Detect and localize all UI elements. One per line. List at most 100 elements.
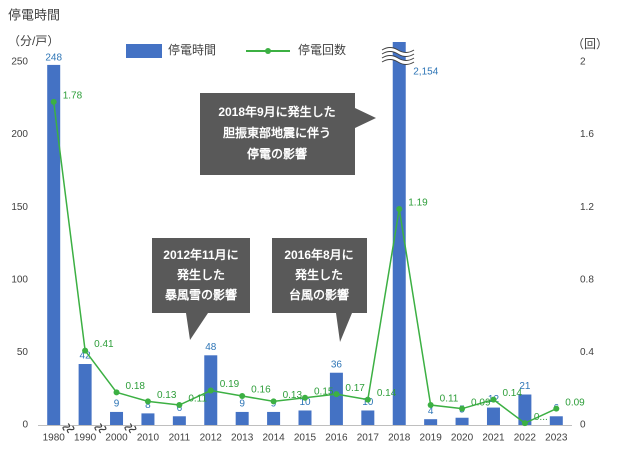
- line-value-label: 0.11: [440, 394, 459, 405]
- line-point: [459, 405, 466, 412]
- bar: [518, 394, 532, 425]
- callout: 2018年9月に発生した 胆振東部地震に伴う 停電の影響: [200, 93, 376, 175]
- annotation-line: 台風の影響: [289, 287, 349, 302]
- y-axis-title: （分/戸）: [8, 34, 59, 48]
- x-tick-label: 1990: [74, 433, 97, 444]
- annotation-line: 発生した: [176, 267, 225, 282]
- line-point: [302, 394, 308, 401]
- bar: [141, 413, 155, 425]
- overlay: 0 50 100 150 200 250 0 0.4 0.8 1.2 1.6 2 1980 1990 200…: [11, 53, 594, 444]
- annotation-line: 2018年9月に発生した: [218, 104, 335, 119]
- x-tick-label: 2018: [388, 433, 411, 444]
- x-tick-label: 2021: [482, 433, 505, 444]
- line-point: [553, 405, 560, 412]
- line-point: [521, 420, 528, 427]
- bar-value-label: 9: [114, 399, 120, 410]
- y2-tick-label: 0.8: [580, 274, 594, 285]
- annotation-line: 暴風雪の影響: [164, 287, 237, 302]
- bar-value-label: 4: [428, 406, 434, 417]
- line-value-label: 0.17: [345, 383, 365, 394]
- line-value-label: 0.18: [126, 381, 146, 392]
- line-point: [50, 98, 57, 105]
- y-tick-label: 100: [11, 274, 28, 285]
- bar: [47, 64, 61, 426]
- legend-label: 停電時間: [168, 42, 216, 57]
- line-point: [364, 396, 371, 403]
- line-value-label: 0.41: [94, 339, 114, 350]
- annotation-line: 胆振東部地震に伴う: [223, 125, 331, 140]
- bar: [235, 411, 249, 425]
- bar: [424, 419, 438, 425]
- line-value-label: 1.78: [63, 91, 83, 102]
- legend-swatch: [265, 48, 271, 54]
- bar: [486, 407, 500, 425]
- line-value-label: 0.13: [157, 390, 177, 401]
- bars: [47, 42, 563, 426]
- y2-tick-label: 1.6: [580, 129, 594, 140]
- legend-label: 停電回数: [298, 42, 346, 57]
- y-tick-label: 200: [11, 129, 28, 140]
- callout: 2012年11月に 発生した 暴風雪の影響: [152, 238, 250, 340]
- bar: [329, 372, 343, 425]
- bar: [361, 410, 375, 425]
- line-point: [427, 402, 434, 409]
- bar-value-label: 6: [177, 403, 183, 414]
- bar: [298, 410, 312, 425]
- annotation-line: 停電の影響: [247, 146, 307, 161]
- y-tick-label: 50: [17, 347, 29, 358]
- x-tick-label: 2016: [325, 433, 348, 444]
- line-value-label: 0.09: [565, 397, 585, 408]
- x-tick-label: 2020: [451, 433, 474, 444]
- line-point: [82, 347, 89, 354]
- bar: [549, 416, 563, 425]
- bar-break-lines: [381, 47, 415, 65]
- bar: [455, 417, 469, 425]
- x-tick-label: 1980: [43, 433, 66, 444]
- line-value-label: 0.14: [502, 388, 522, 399]
- bar-break: [380, 47, 416, 65]
- line-point: [490, 396, 497, 403]
- axis-breaks: [62, 423, 137, 434]
- line-point: [207, 387, 214, 394]
- bar-value-label: 248: [45, 53, 62, 64]
- annotation-line: 発生した: [294, 267, 343, 282]
- x-tick-label: 2019: [420, 433, 443, 444]
- line-point: [113, 389, 120, 396]
- line-value-label: 0.14: [377, 388, 397, 399]
- bar: [78, 364, 92, 425]
- bar-value-label: 8: [145, 400, 151, 411]
- line-value-label: 0.13: [283, 390, 303, 401]
- bar-value-label: 9: [239, 399, 245, 410]
- line-point: [176, 402, 183, 409]
- bar-value-label: 48: [205, 342, 217, 353]
- x-tick-label: 2011: [169, 433, 191, 444]
- annotation-line: 2016年8月に: [284, 247, 353, 262]
- line-value-label: 0...: [534, 412, 548, 423]
- line-value-label: 0.19: [220, 379, 240, 390]
- x-tick-label: 2017: [357, 433, 380, 444]
- line-value-label: 0.11: [188, 394, 207, 405]
- x-tick-label: 2023: [545, 433, 568, 444]
- bar-value-label: 10: [362, 397, 374, 408]
- line-value-label: 1.19: [408, 198, 428, 209]
- y-tick-label: 0: [22, 420, 28, 431]
- x-tick-label: 2022: [514, 433, 537, 444]
- annotation-line: 2012年11月に: [163, 247, 238, 262]
- y2-axis-title: （回）: [572, 37, 608, 51]
- x-tick-label: 2013: [231, 433, 254, 444]
- line-value-label: 0.09: [471, 397, 491, 408]
- y2-tick-label: 0: [580, 420, 586, 431]
- callout: 2016年8月に 発生した 台風の影響: [272, 238, 367, 342]
- bar-value-label: 36: [331, 359, 343, 370]
- bar: [172, 416, 186, 425]
- y2-tick-label: 2: [580, 57, 586, 68]
- line-point: [396, 206, 403, 213]
- bar: [267, 411, 281, 425]
- bar-value-label: 42: [80, 351, 92, 362]
- line-value-label: 0.16: [251, 385, 271, 396]
- line-point: [333, 391, 340, 398]
- line-value-label: 0.15: [314, 386, 334, 397]
- line-point: [270, 398, 277, 405]
- x-tick-label: 2000: [105, 433, 128, 444]
